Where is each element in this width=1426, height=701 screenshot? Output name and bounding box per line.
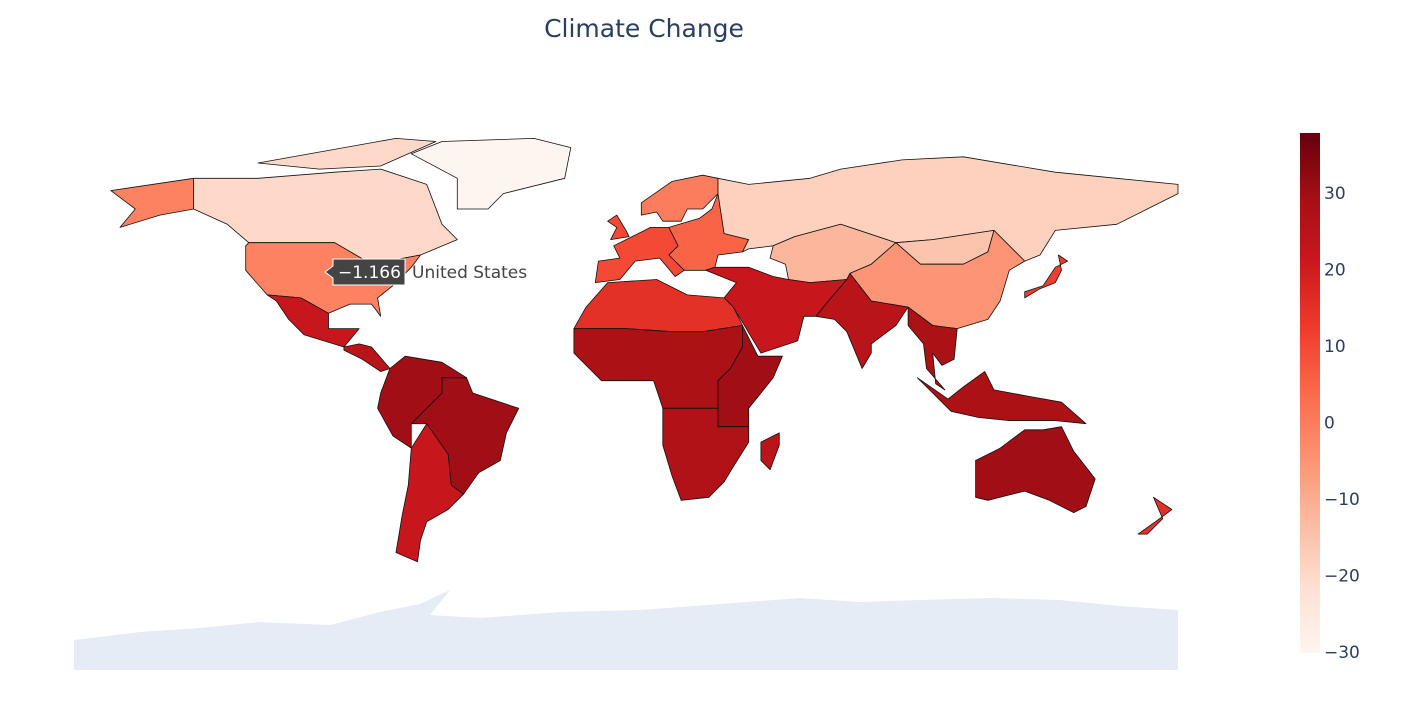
country[interactable]	[975, 426, 1096, 513]
colorbar-tick-label: −30	[1324, 643, 1360, 663]
country[interactable]	[916, 371, 1087, 425]
country[interactable]	[410, 138, 572, 210]
hover-label: −1.166 United States	[324, 258, 527, 286]
hover-location: United States	[412, 263, 527, 283]
colorbar-tick-label: −10	[1324, 490, 1360, 510]
map	[74, 590, 1178, 670]
country[interactable]	[760, 432, 780, 471]
country[interactable]	[640, 174, 719, 222]
country[interactable]	[662, 407, 750, 501]
country[interactable]	[343, 343, 391, 372]
colorbar-tick-label: 0	[1324, 414, 1335, 434]
colorbar-tick-label: 30	[1324, 184, 1346, 204]
colorbar	[1300, 133, 1320, 653]
country[interactable]	[815, 273, 909, 369]
country[interactable]	[573, 279, 743, 333]
country[interactable]	[907, 306, 958, 391]
antarctica	[74, 590, 1178, 670]
chart-title: Climate Change	[544, 14, 744, 43]
country[interactable]	[717, 156, 1179, 262]
country[interactable]	[395, 423, 464, 563]
colorbar-ticks: −30 −20 −10 0 10 20 30	[1324, 184, 1360, 663]
colorbar-tick-label: 10	[1324, 337, 1346, 357]
country[interactable]	[594, 214, 685, 283]
country[interactable]	[377, 355, 467, 449]
colorbar-tick-label: −20	[1324, 567, 1360, 587]
countries	[110, 138, 1179, 563]
country[interactable]	[668, 193, 750, 271]
hover-box	[324, 258, 406, 286]
country[interactable]	[410, 377, 520, 495]
country[interactable]	[1137, 496, 1173, 535]
country[interactable]	[1024, 254, 1068, 299]
country[interactable]	[573, 325, 743, 409]
country[interactable]	[266, 294, 360, 348]
hover-value: −1.166	[338, 263, 401, 283]
colorbar-tick-label: 20	[1324, 261, 1346, 281]
